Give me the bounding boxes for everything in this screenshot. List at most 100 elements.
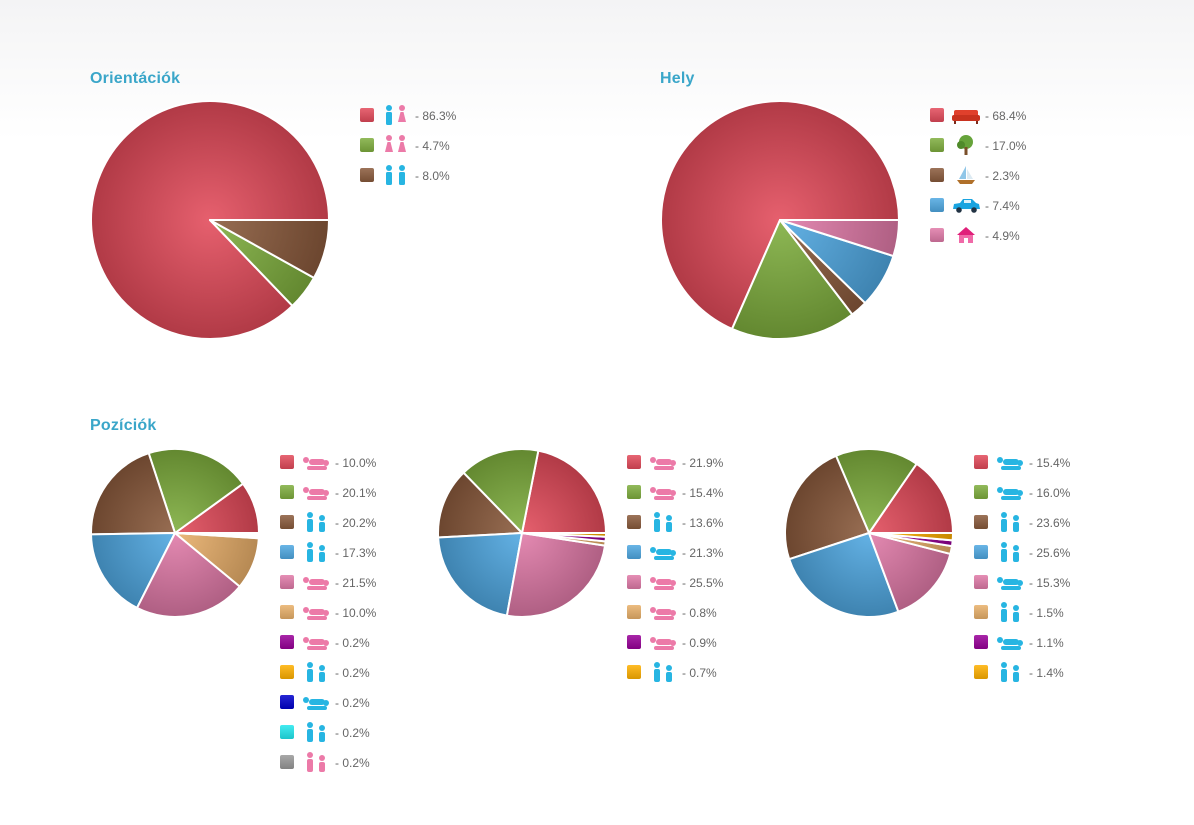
pie-slice-red [90, 100, 330, 340]
legend-swatch [930, 228, 944, 242]
pie-slice-blue [90, 532, 176, 609]
section-title-orientaciok: Orientációk [90, 70, 181, 87]
position-triangle-icon [650, 637, 676, 650]
legend-swatch [627, 665, 641, 679]
legend-swatch [360, 138, 374, 152]
car-icon [953, 199, 980, 213]
pie-slice-red [521, 449, 607, 534]
legend-value: - 13.6% [682, 516, 724, 530]
legend-value: - 23.6% [1029, 516, 1071, 530]
legend-swatch [280, 605, 294, 619]
position-scissor-icon [650, 607, 676, 620]
legend-value: - 2.3% [985, 169, 1020, 183]
position-standing-icon [307, 542, 325, 562]
pie-slice-blue [788, 532, 900, 619]
male-male-couple-icon [386, 165, 405, 185]
legend-swatch [930, 138, 944, 152]
legend-swatch [280, 485, 294, 499]
position-lying-icon [650, 457, 676, 470]
position-triangle-icon [997, 637, 1023, 650]
legend-swatch [627, 545, 641, 559]
legend-swatch [627, 455, 641, 469]
legend-value: - 25.6% [1029, 546, 1071, 560]
pie-chart-poziciok-1 [90, 448, 260, 618]
tree-icon [957, 135, 973, 155]
legend-value: - 0.2% [335, 726, 370, 740]
legend-swatch [974, 665, 988, 679]
female-female-couple-icon [385, 135, 406, 152]
pie-slice-pink [868, 532, 952, 613]
legend-swatch [280, 455, 294, 469]
pie-slice-blue [437, 532, 523, 617]
pie-slice-green [462, 448, 540, 534]
legend-value: - 8.0% [415, 169, 450, 183]
pie-slice-pink [779, 219, 900, 258]
pie-chart-orientaciok [90, 100, 330, 340]
pie-slice-red [868, 462, 954, 534]
position-reverse-icon [303, 607, 329, 620]
house-icon [957, 227, 975, 243]
legend-swatch [627, 605, 641, 619]
legend-value: - 21.3% [682, 546, 724, 560]
legend-swatch [974, 485, 988, 499]
legend-swatch [627, 485, 641, 499]
position-side-icon [650, 577, 676, 590]
legend-value: - 10.0% [335, 456, 377, 470]
sailboat-icon [957, 166, 975, 184]
position-table-icon [307, 752, 325, 772]
legend-value: - 15.3% [1029, 576, 1071, 590]
legend-swatch [360, 108, 374, 122]
pie-slice-green [834, 448, 918, 534]
legend-value: - 20.1% [335, 486, 377, 500]
legend-value: - 25.5% [682, 576, 724, 590]
legend-value: - 0.9% [682, 636, 717, 650]
position-facing-standing-icon [1001, 662, 1019, 682]
pie-slice-brown [784, 454, 870, 561]
position-side-icon [997, 577, 1023, 590]
legend-swatch [930, 108, 944, 122]
position-kneeling-icon [997, 487, 1023, 500]
position-standing-icon [1001, 542, 1019, 562]
position-kneeling-icon [303, 487, 329, 500]
position-kneeling-icon [650, 487, 676, 500]
pie-slice-yellow [521, 532, 608, 538]
position-lying-icon [997, 457, 1023, 470]
position-bending-icon [307, 512, 325, 532]
legend-value: - 20.2% [335, 516, 377, 530]
position-facing-standing-icon [307, 662, 325, 682]
legend-swatch [930, 198, 944, 212]
legend-value: - 21.9% [682, 456, 724, 470]
legend-swatch [627, 635, 641, 649]
legend-value: - 0.2% [335, 666, 370, 680]
legend-value: - 0.8% [682, 606, 717, 620]
legend-value: - 4.7% [415, 139, 450, 153]
legend-value: - 0.7% [682, 666, 717, 680]
legend-swatch [280, 575, 294, 589]
pie-slice-pink [136, 532, 241, 618]
legend-value: - 15.4% [682, 486, 724, 500]
position-chair-icon [307, 722, 325, 742]
legend-swatch [280, 635, 294, 649]
pie-chart-poziciok-2 [437, 448, 608, 619]
pie-slice-pink [505, 532, 607, 619]
legend-swatch [360, 168, 374, 182]
legend-swatch [280, 545, 294, 559]
pie-chart-poziciok-3 [784, 448, 954, 619]
legend-value: - 86.3% [415, 109, 457, 123]
legend-value: - 1.5% [1029, 606, 1064, 620]
legend-value: - 68.4% [985, 109, 1027, 123]
pie-slice-gray [174, 532, 260, 536]
position-bending-icon [1001, 512, 1019, 532]
legend-value: - 0.2% [335, 756, 370, 770]
legend-swatch [974, 545, 988, 559]
legend-value: - 16.0% [1029, 486, 1071, 500]
legend-value: - 21.5% [335, 576, 377, 590]
legend-swatch [280, 755, 294, 769]
male-female-couple-icon [386, 105, 406, 125]
legend-swatch [280, 665, 294, 679]
legend-swatch [627, 575, 641, 589]
section-title-poziciok: Pozíciók [90, 417, 157, 434]
legend-swatch [627, 515, 641, 529]
legend-value: - 7.4% [985, 199, 1020, 213]
